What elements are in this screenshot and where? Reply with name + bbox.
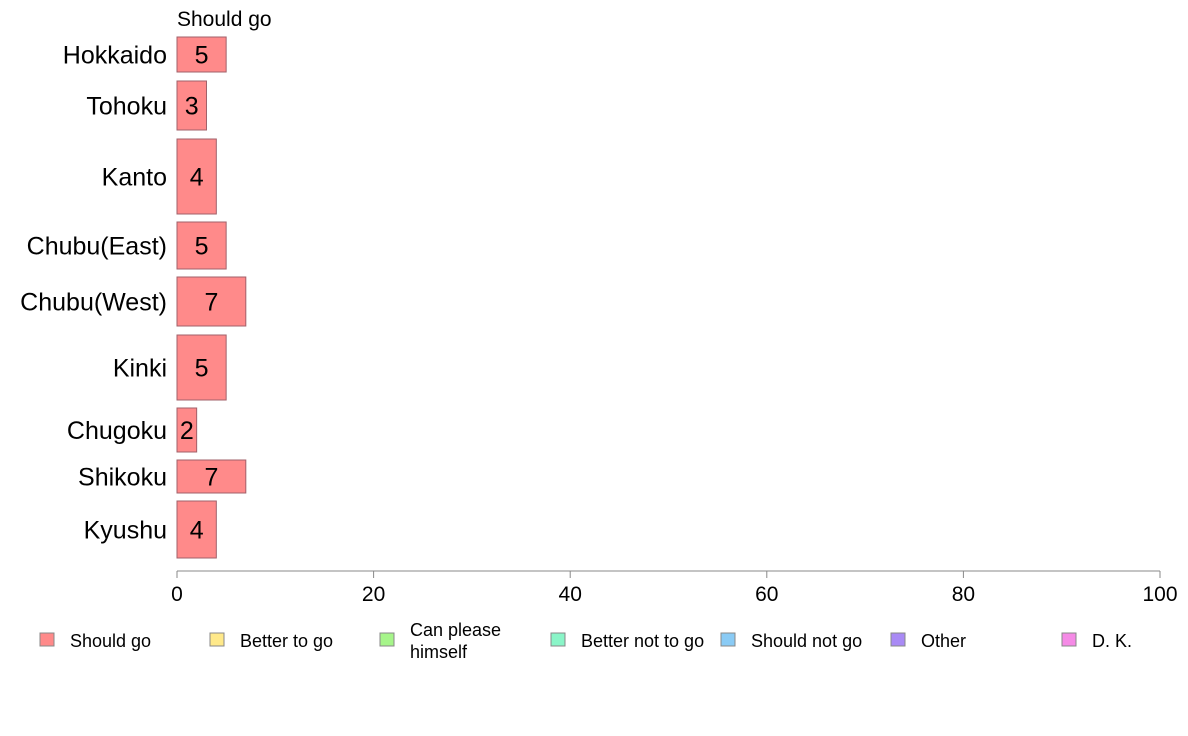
category-label-kyushu: Kyushu [84,517,167,545]
category-label-tohoku: Tohoku [86,93,167,121]
legend-swatch-5 [890,632,906,647]
legend-swatch-1 [209,632,225,647]
value-label-chubu-west-series-0: 7 [204,289,218,317]
legend-label-4: Should not go [751,631,862,651]
category-label-kanto: Kanto [102,164,167,192]
x-tick-label-0: 0 [171,583,183,606]
value-label-shikoku-series-0: 7 [204,464,218,492]
bar-tohoku-series-0 [176,80,207,131]
category-label-kinki: Kinki [113,355,167,383]
legend-label-2: Can please himself [410,620,501,662]
value-label-kyushu-series-0: 4 [190,517,204,545]
bar-chubu-east-series-0 [176,221,227,270]
legend-label-6: D. K. [1092,631,1132,651]
value-label-hokkaido-series-0: 5 [195,42,209,70]
x-tick-label-40: 40 [559,583,582,606]
legend-swatch-4 [720,632,736,647]
value-label-tohoku-series-0: 3 [185,93,199,121]
legend: Should go Better to go Can please himself Be… [39,620,1132,662]
legend-label-5: Other [921,631,966,651]
category-label-chubu-west: Chubu(West) [20,289,167,317]
category-label-chugoku: Chugoku [67,417,167,445]
x-axis: 0 20 40 60 80 100 [171,570,1178,606]
x-tick-label-80: 80 [952,583,975,606]
bar-kanto-series-0 [176,138,217,215]
category-label-hokkaido: Hokkaido [63,42,167,70]
value-label-chugoku-series-0: 2 [180,417,194,445]
value-label-chubu-east-series-0: 5 [195,233,209,261]
legend-swatch-0 [39,632,55,647]
x-tick-label-20: 20 [362,583,385,606]
x-tick-label-60: 60 [755,583,778,606]
category-label-chubu-east: Chubu(East) [27,233,167,261]
value-label-kinki-series-0: 5 [195,355,209,383]
category-label-shikoku: Shikoku [78,464,167,492]
value-label-kanto-series-0: 4 [190,164,204,192]
legend-label-0: Should go [70,631,151,651]
bar-shikoku-series-0 [176,459,247,494]
bars-group: Hokkaido 5 Tohoku 3 Kanto 4 Chubu(East) 5 Chubu(… [20,36,247,559]
legend-swatch-3 [550,632,566,647]
bar-hokkaido-series-0 [176,36,227,73]
bar-chugoku-series-0 [176,407,198,453]
bar-kyushu-series-0 [176,500,217,559]
legend-swatch-2 [379,632,395,647]
bar-kinki-series-0 [176,334,227,401]
series-header: Should go [177,8,272,31]
bar-chubu-west-series-0 [176,276,247,327]
legend-swatch-6 [1061,632,1077,647]
legend-label-1: Better to go [240,631,333,651]
x-tick-label-100: 100 [1142,583,1177,606]
legend-label-3: Better not to go [581,631,704,651]
